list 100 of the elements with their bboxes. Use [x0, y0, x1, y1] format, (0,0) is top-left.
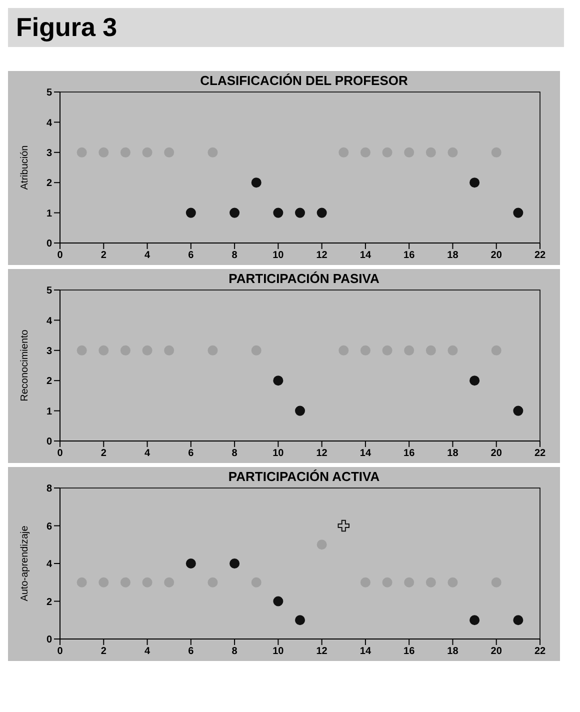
point: [164, 147, 174, 158]
x-tick-label: 8: [232, 250, 238, 262]
point: [142, 147, 152, 158]
point: [513, 208, 524, 218]
x-tick-label: 16: [404, 448, 416, 460]
x-tick-label: 20: [490, 646, 502, 658]
point: [76, 577, 87, 588]
x-tick-label: 10: [272, 646, 284, 658]
point: [491, 577, 502, 588]
x-tick-label: 2: [100, 250, 107, 262]
x-tick-label: 12: [316, 448, 328, 460]
point: [491, 147, 502, 158]
point: [382, 345, 392, 356]
y-tick-label: 3: [46, 346, 52, 357]
x-tick-label: 4: [144, 250, 150, 262]
y-tick-label: 2: [46, 376, 52, 388]
x-tick-label: 12: [316, 250, 328, 262]
x-tick-label: 6: [188, 250, 194, 262]
point: [316, 540, 327, 550]
point: [208, 147, 218, 158]
point: [142, 345, 152, 356]
point: [164, 345, 174, 356]
point: [120, 345, 130, 356]
point: [208, 577, 218, 588]
point: [426, 345, 436, 356]
y-tick-label: 4: [46, 316, 52, 327]
y-tick-label: 8: [46, 484, 52, 495]
point: [251, 345, 262, 356]
x-tick-label: 12: [316, 646, 328, 658]
y-axis-title: Auto-aprendizaje: [20, 525, 31, 602]
point: [76, 345, 87, 356]
point: [142, 577, 152, 588]
point: [360, 577, 370, 588]
x-tick-label: 0: [57, 250, 64, 262]
x-tick-label: 6: [188, 448, 194, 460]
y-tick-label: 0: [46, 634, 52, 646]
x-tick-label: 22: [534, 250, 546, 262]
x-tick-label: 14: [360, 448, 372, 460]
point: [426, 577, 436, 588]
y-tick-label: 3: [46, 148, 52, 159]
y-tick-label: 2: [46, 178, 52, 190]
point: [360, 345, 370, 356]
point: [448, 345, 458, 356]
point: [230, 208, 240, 218]
x-tick-label: 14: [360, 646, 372, 658]
point: [273, 596, 284, 606]
y-tick-label: 2: [46, 596, 52, 608]
point: [513, 406, 524, 416]
point: [448, 577, 458, 588]
point: [230, 558, 240, 569]
y-tick-label: 1: [46, 406, 52, 418]
point: [316, 208, 327, 218]
point: [273, 208, 284, 218]
text: Figura 3: [8, 8, 564, 47]
point: [338, 345, 349, 356]
x-tick-label: 20: [490, 250, 502, 262]
point: [294, 406, 306, 416]
point: [98, 147, 109, 158]
point: [513, 615, 524, 626]
point: [186, 208, 196, 218]
point: [426, 147, 436, 158]
x-tick-label: 2: [100, 646, 107, 658]
x-tick-label: 10: [272, 250, 284, 262]
y-tick-label: 0: [46, 238, 52, 250]
x-tick-label: 0: [57, 448, 64, 460]
point: [251, 178, 262, 188]
y-tick-label: 5: [46, 286, 52, 297]
x-tick-label: 10: [272, 448, 284, 460]
x-tick-label: 14: [360, 250, 372, 262]
point: [98, 577, 109, 588]
point: [76, 147, 87, 158]
x-tick-label: 8: [232, 646, 238, 658]
x-tick-label: 22: [534, 448, 546, 460]
y-axis-title: Atribución: [20, 145, 31, 190]
y-tick-label: 5: [46, 88, 52, 99]
point: [251, 577, 262, 588]
y-tick-label: 4: [46, 118, 52, 129]
point: [491, 345, 502, 356]
x-tick-label: 16: [404, 250, 416, 262]
x-tick-label: 18: [447, 250, 459, 262]
chart-title: PARTICIPACIÓN ACTIVA: [227, 469, 381, 484]
y-tick-label: 6: [46, 521, 52, 532]
point: [382, 577, 392, 588]
point: [273, 376, 284, 386]
x-tick-label: 16: [404, 646, 416, 658]
point: [186, 558, 196, 569]
point: [164, 577, 174, 588]
y-axis-title: Reconocimiento: [20, 329, 31, 402]
x-tick-label: 18: [447, 448, 459, 460]
point: [120, 577, 130, 588]
y-tick-label: 0: [46, 436, 52, 448]
point: [470, 178, 480, 188]
x-tick-label: 4: [144, 646, 150, 658]
point: [338, 520, 350, 532]
x-tick-label: 8: [232, 448, 238, 460]
point: [120, 147, 130, 158]
point: [448, 147, 458, 158]
point: [470, 376, 480, 386]
point: [404, 577, 414, 588]
point: [404, 147, 414, 158]
